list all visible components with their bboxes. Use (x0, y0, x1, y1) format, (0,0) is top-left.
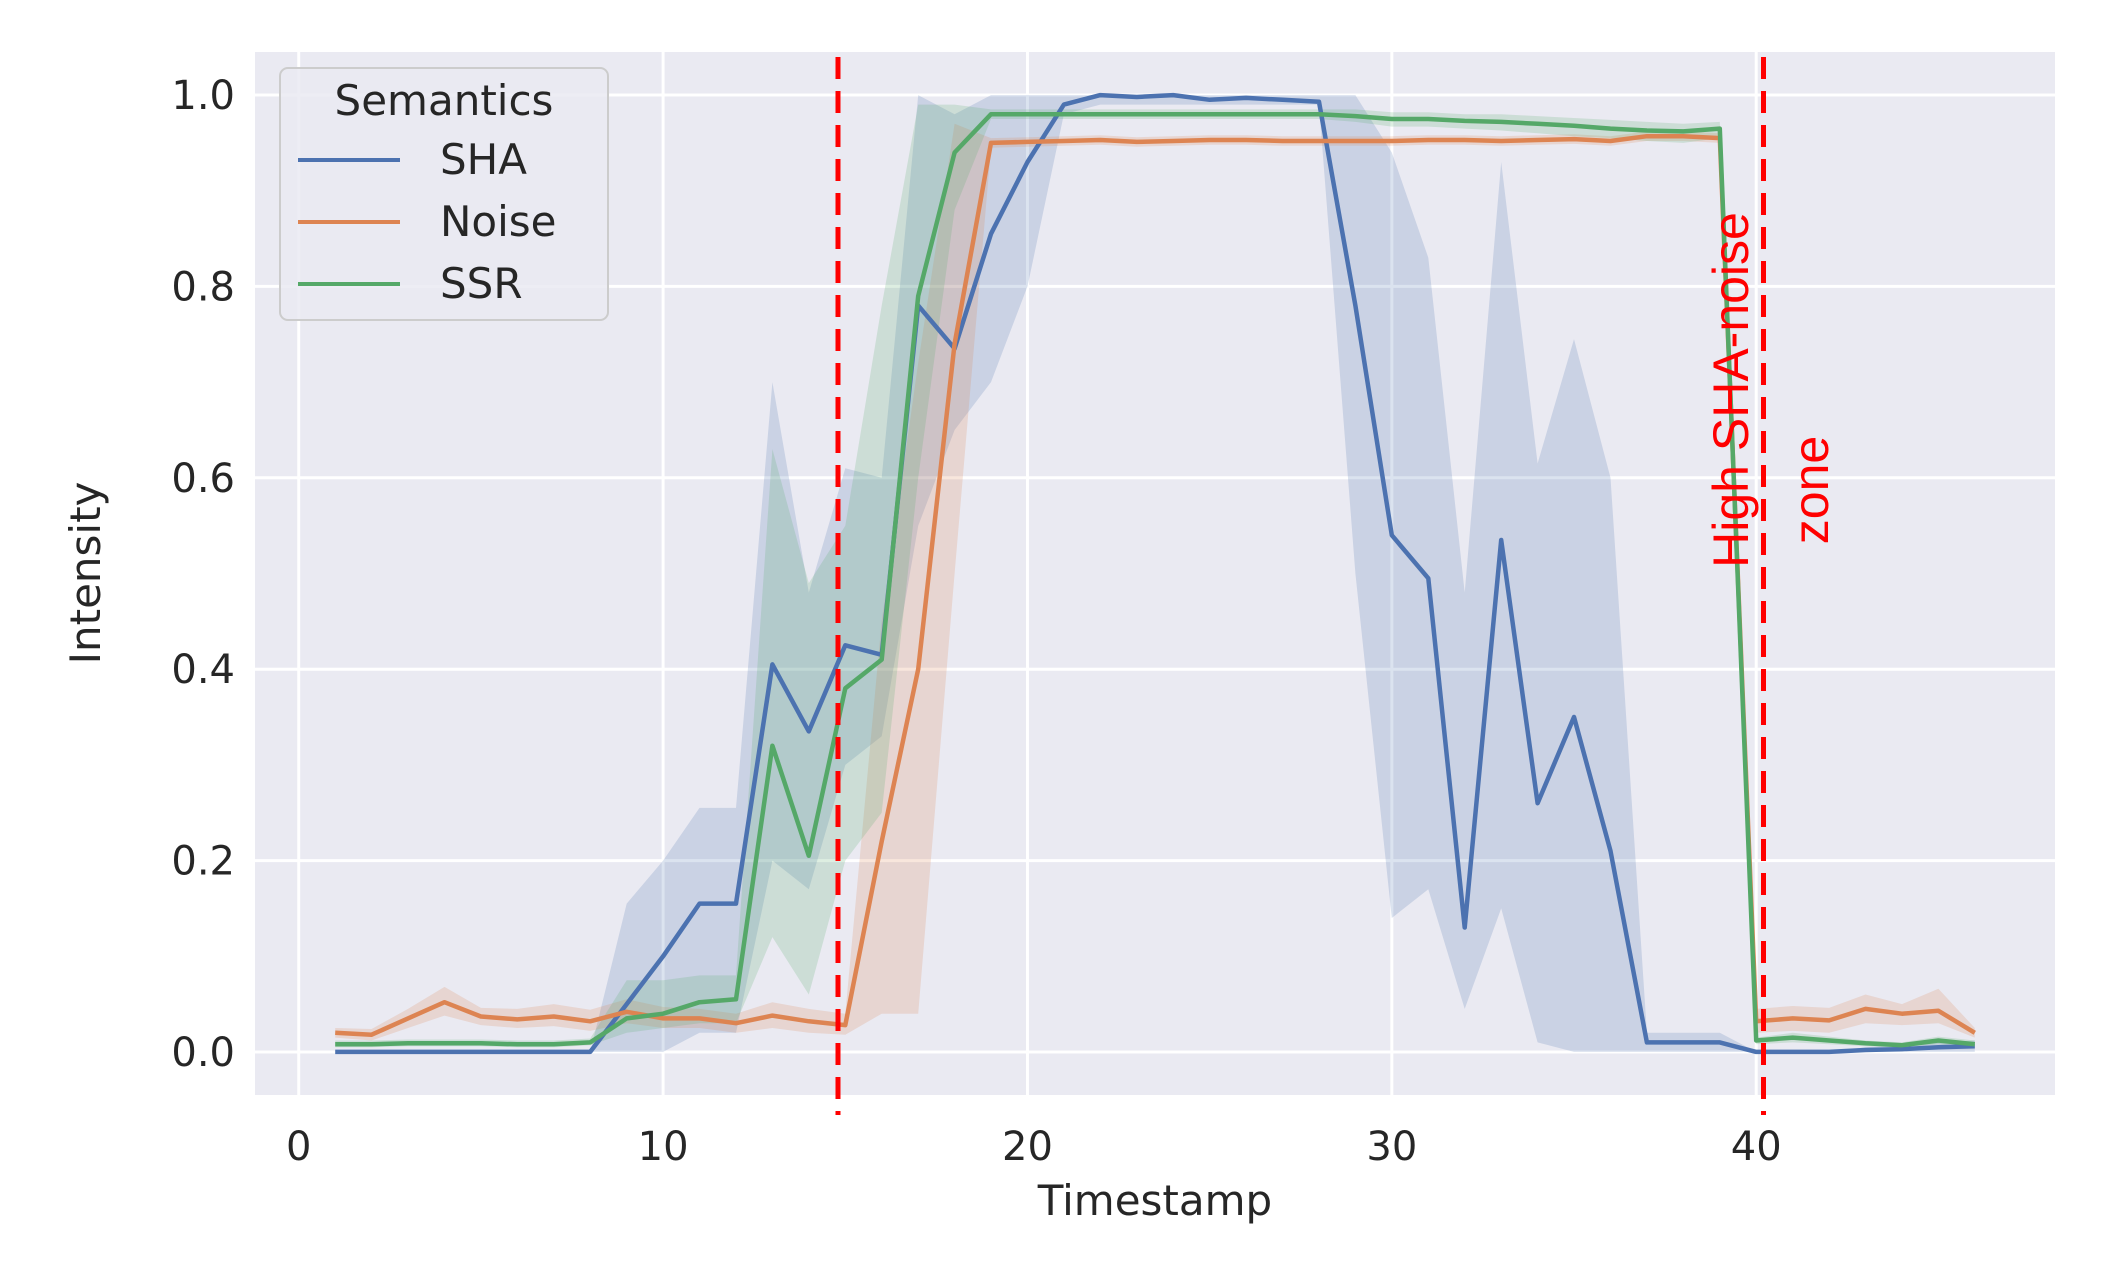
band-sha (335, 95, 1975, 1052)
legend-label-sha: SHA (440, 135, 527, 184)
y-axis-label: Intensity (61, 482, 110, 665)
annotations (835, 57, 1767, 1115)
y-tick-label-2: 0.4 (171, 647, 235, 693)
x-tick-label-1: 10 (638, 1124, 689, 1170)
legend-box (279, 67, 609, 321)
y-tick-label-0: 0.0 (171, 1030, 235, 1076)
x-tick-label-0: 0 (286, 1124, 311, 1170)
y-tick-label-3: 0.6 (171, 456, 235, 502)
legend-title: Semantics (335, 76, 554, 125)
confidence-bands (335, 95, 1975, 1052)
y-tick-labels: 0.0 0.2 0.4 0.6 0.8 1.0 (171, 73, 235, 1076)
legend-label-noise: Noise (440, 197, 557, 246)
x-tick-label-2: 20 (1002, 1124, 1053, 1170)
legend-label-ssr: SSR (440, 259, 523, 308)
y-tick-label-1: 0.2 (171, 839, 235, 885)
annotation-line-2: zone (1783, 436, 1839, 544)
series-lines (335, 92, 1976, 1055)
x-axis-label: Timestamp (1037, 1176, 1272, 1225)
line-ssr (335, 111, 1976, 1048)
x-tick-label-4: 40 (1731, 1124, 1782, 1170)
y-tick-label-4: 0.8 (171, 264, 235, 310)
annotation-line-1: High SHA-noise (1703, 212, 1759, 568)
y-tick-label-5: 1.0 (171, 73, 235, 119)
x-tick-labels: 0 10 20 30 40 (286, 1124, 1782, 1170)
x-tick-label-3: 30 (1366, 1124, 1417, 1170)
legend: Semantics SHA Noise SSR (279, 67, 609, 321)
line-noise (335, 133, 1976, 1037)
annotation-text: High SHA-noise zone (1703, 212, 1839, 568)
